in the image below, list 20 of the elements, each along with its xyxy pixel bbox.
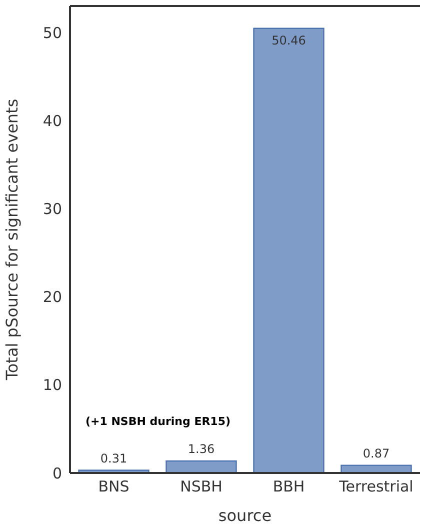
data-label: 0.87 — [362, 446, 390, 460]
data-label: 50.46 — [272, 33, 306, 48]
bar — [340, 464, 412, 473]
x-tick-label: BNS — [98, 478, 130, 496]
x-tick-label: NSBH — [180, 478, 222, 496]
y-tick-label: 50 — [42, 24, 62, 42]
bar — [166, 460, 237, 473]
y-tick-label: 30 — [42, 200, 62, 218]
y-tick-label: 10 — [42, 376, 62, 394]
annotation: (+1 NSBH during ER15) — [85, 415, 231, 428]
y-tick-label: 20 — [42, 288, 62, 306]
bar — [253, 28, 324, 473]
y-tick-label: 0 — [52, 464, 62, 482]
x-tick-label: Terrestrial — [338, 478, 414, 496]
data-label: 0.31 — [100, 451, 128, 466]
x-tick-label: BBH — [272, 478, 305, 496]
y-tick-label: 40 — [42, 112, 62, 130]
x-axis-title: source — [218, 506, 272, 524]
data-label: 1.36 — [188, 442, 215, 456]
y-axis-title: Total pSource for significant events — [2, 98, 22, 382]
